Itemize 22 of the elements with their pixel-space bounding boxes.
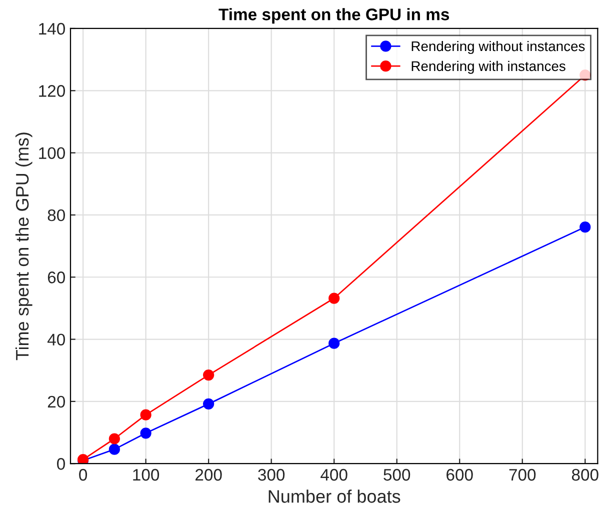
x-tick-label: 300 [258,468,285,481]
y-tick-label: 100 [39,147,65,160]
legend-label: Rendering with instances [412,60,566,74]
legend-label: Rendering without instances [412,40,585,54]
y-tick-label: 120 [39,85,65,97]
x-tick-label: 200 [196,468,222,481]
y-tick-label: 60 [48,272,65,284]
y-axis-title: Time spent on the GPU (ms) [15,132,32,360]
chart-title: Time spent on the GPU in ms [218,8,450,24]
x-tick-label: 400 [320,468,348,481]
x-tick-label: 100 [133,468,160,481]
x-tick-label: 500 [384,468,410,481]
x-tick-label: 600 [446,468,473,481]
x-axis-title: Number of boats [268,490,400,503]
y-tick-label: 0 [57,458,65,470]
x-tick-label: 800 [572,468,598,481]
x-tick-label: 0 [79,468,88,481]
y-tick-label: 80 [48,209,65,222]
y-tick-label: 20 [48,396,65,408]
y-tick-label: 140 [39,22,65,35]
x-tick-label: 700 [509,468,536,481]
y-tick-label: 40 [47,334,65,346]
